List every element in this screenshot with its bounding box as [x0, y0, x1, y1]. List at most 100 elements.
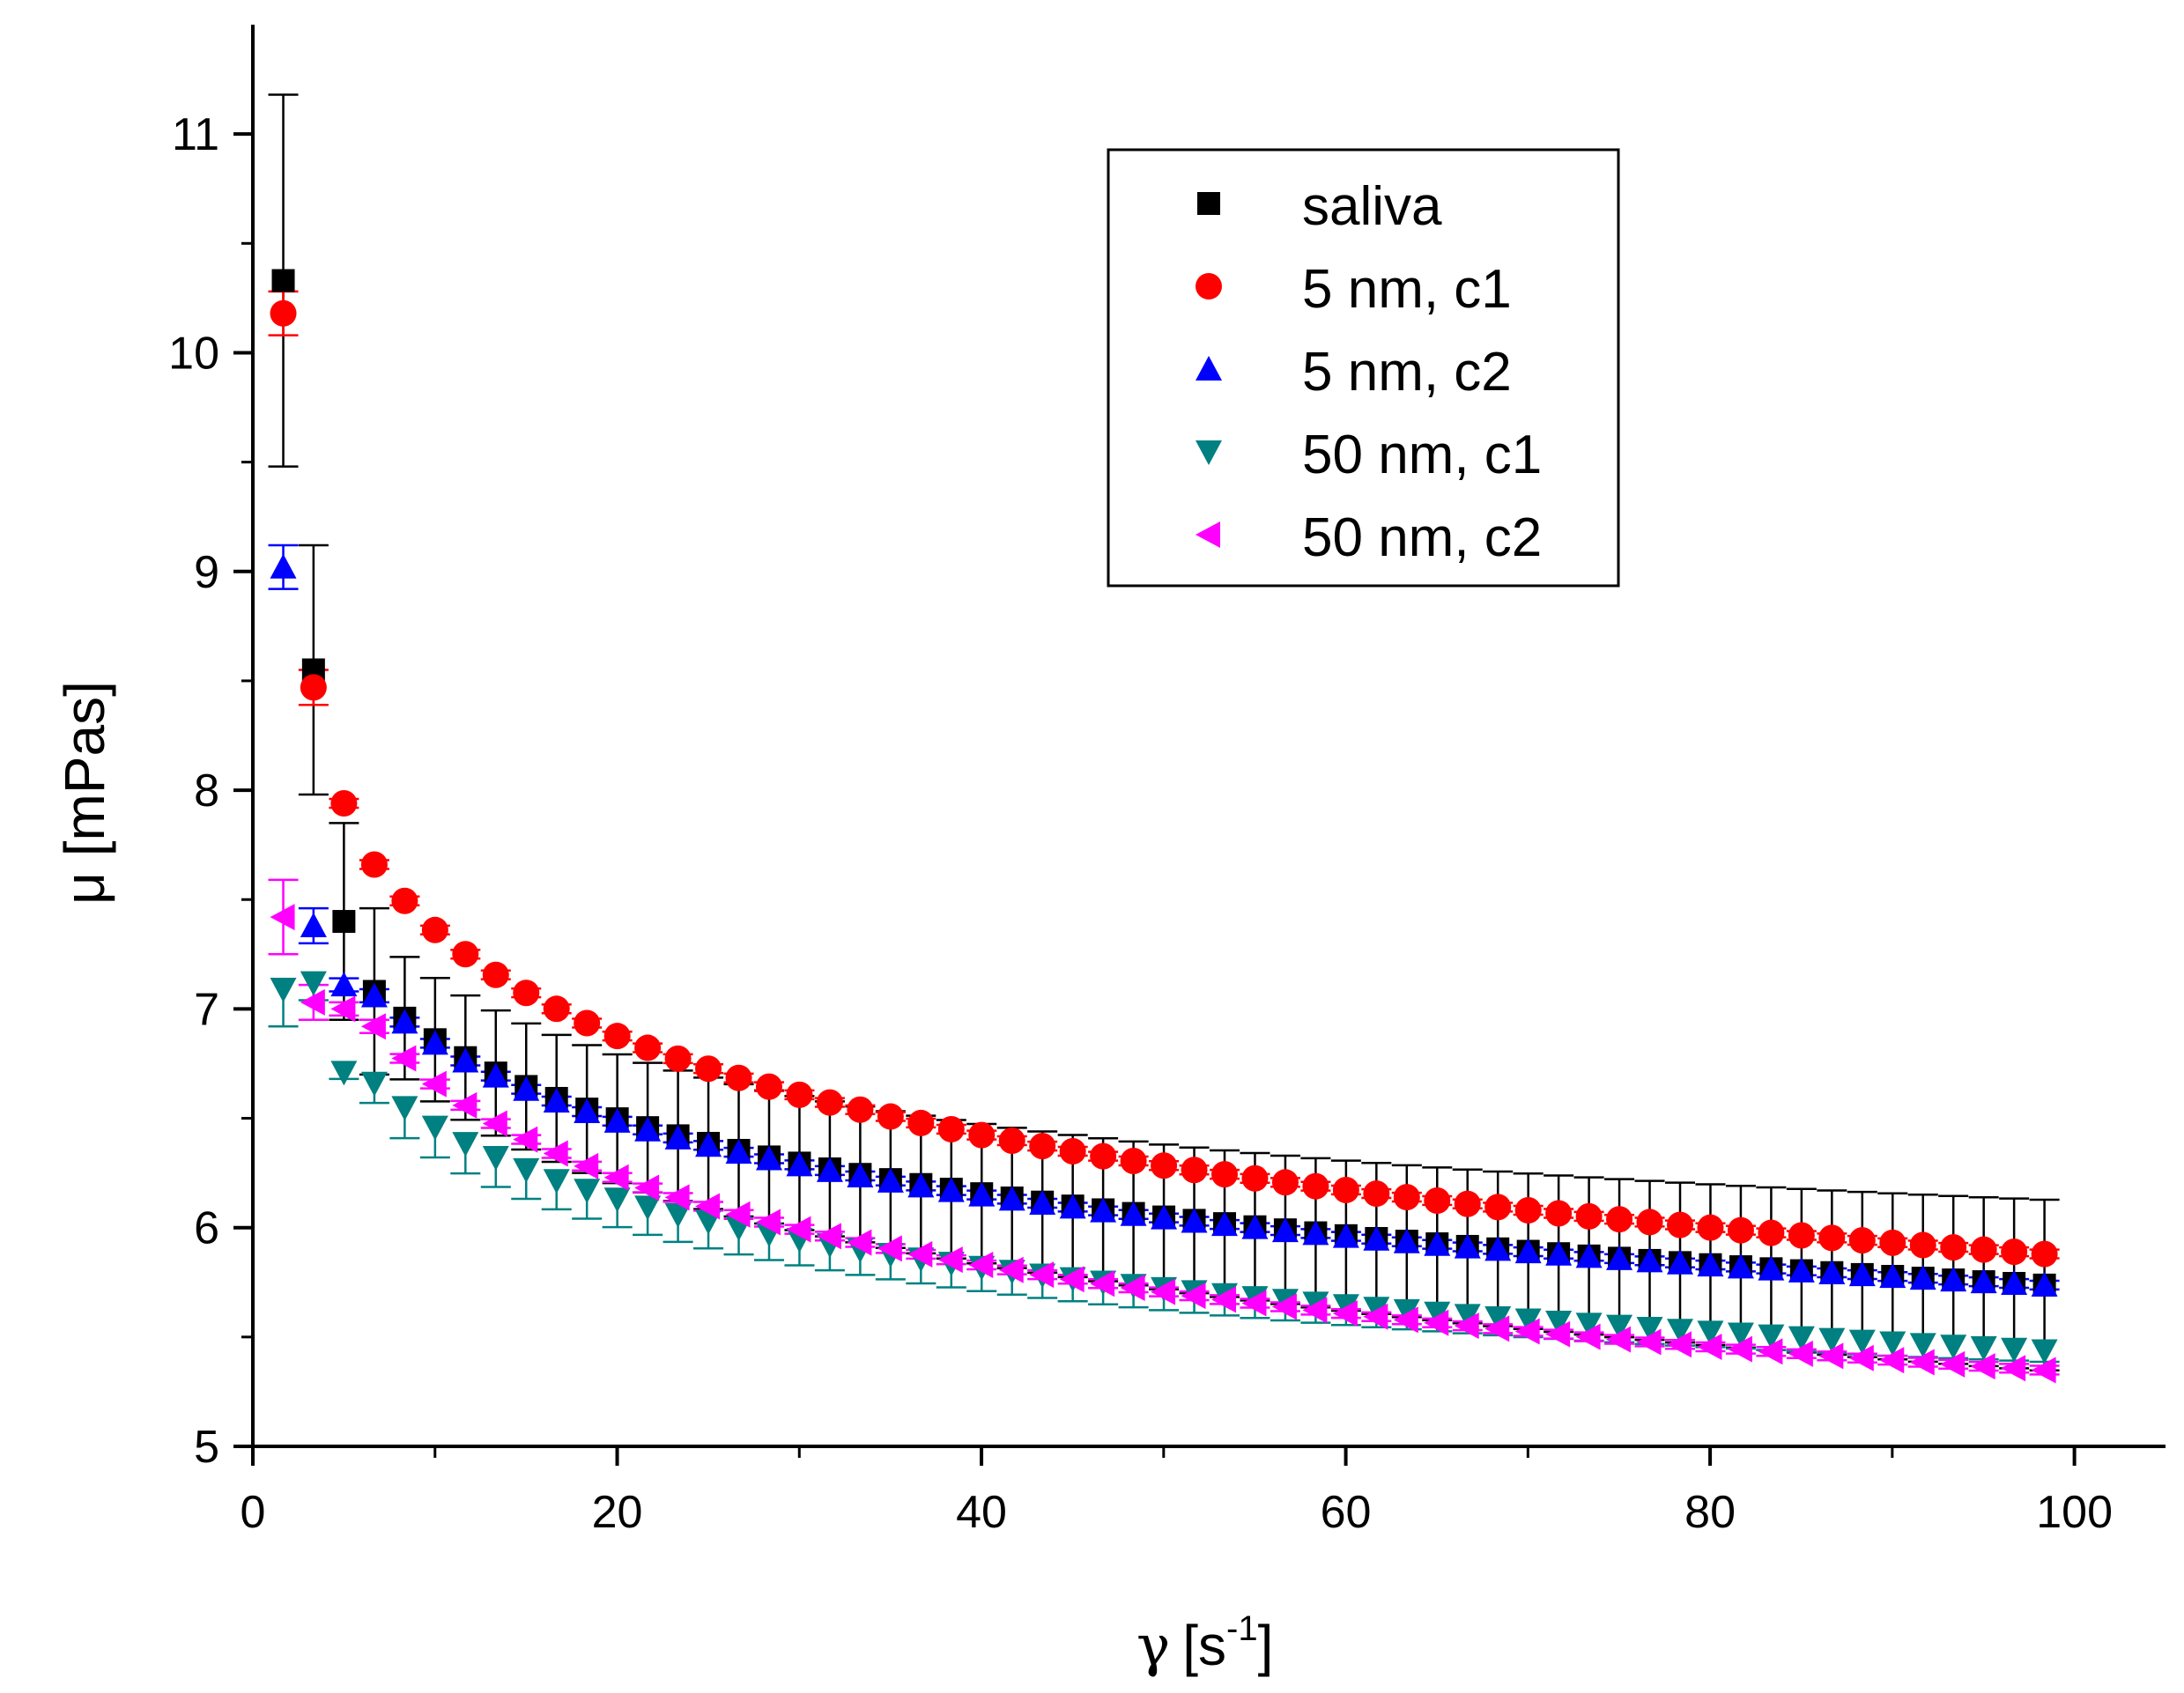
y-tick-label: 8: [194, 765, 219, 817]
data-point: [1667, 1331, 1692, 1358]
data-point: [452, 1047, 479, 1073]
data-point: [1029, 1261, 1055, 1289]
data-point: [513, 980, 540, 1007]
data-point: [1909, 1349, 1935, 1376]
data-point: [603, 1187, 631, 1213]
data-point: [1059, 1137, 1086, 1164]
data-point: [1210, 1161, 1238, 1188]
data-point: [482, 1110, 507, 1137]
data-point: [907, 1240, 933, 1268]
data-point: [786, 1081, 813, 1108]
data-point: [330, 995, 356, 1023]
data-point: [1454, 1190, 1481, 1217]
data-point: [360, 1013, 386, 1040]
data-point: [1271, 1169, 1299, 1196]
data-point: [1545, 1200, 1573, 1227]
legend-label-4: 50 nm, c2: [1302, 507, 1542, 568]
data-point: [1575, 1202, 1603, 1230]
data-point: [1241, 1214, 1269, 1239]
x-tick-label: 0: [241, 1487, 266, 1538]
data-point: [1363, 1303, 1388, 1330]
data-point: [1940, 1234, 1967, 1261]
data-point: [1302, 1297, 1328, 1324]
data-point: [1788, 1222, 1815, 1249]
data-point: [1029, 1190, 1056, 1216]
data-point: [664, 1184, 690, 1211]
data-point: [1090, 1270, 1115, 1297]
x-ticks: 0 20 40 60 80 100: [241, 1446, 2113, 1538]
data-point: [1514, 1238, 1542, 1264]
data-point: [1484, 1315, 1510, 1342]
data-point: [2031, 1271, 2058, 1297]
data-point: [1332, 1223, 1359, 1248]
data-point: [937, 1177, 965, 1202]
data-point: [574, 1152, 599, 1179]
data-point: [1848, 1227, 1876, 1254]
data-point: [1545, 1240, 1573, 1266]
data-point: [1271, 1217, 1299, 1243]
y-tick-label: 9: [194, 547, 219, 598]
data-point: [1879, 1263, 1906, 1289]
data-point: [1667, 1249, 1694, 1275]
data-point: [1454, 1233, 1481, 1259]
data-point: [755, 1145, 782, 1171]
data-point: [695, 1055, 722, 1083]
data-point: [1302, 1172, 1329, 1200]
data-point: [1424, 1187, 1451, 1214]
data-point: [1514, 1196, 1542, 1224]
legend-marker-4: [1196, 521, 1220, 548]
data-point: [2031, 1357, 2056, 1384]
legend-label-2: 5 nm, c2: [1302, 342, 1512, 403]
data-point: [2001, 1270, 2028, 1296]
data-point: [391, 887, 418, 914]
x-tick-label: 60: [1321, 1487, 1372, 1538]
data-point: [1120, 1201, 1147, 1226]
data-point: [847, 1096, 874, 1123]
data-point: [330, 972, 358, 997]
data-point: [1848, 1329, 1876, 1355]
data-point: [816, 1157, 843, 1182]
data-point: [1940, 1267, 1967, 1292]
data-point: [877, 1235, 902, 1262]
data-point: [603, 1023, 631, 1050]
x-tick-label: 80: [1684, 1487, 1736, 1538]
data-point: [1970, 1236, 1997, 1263]
data-point: [1151, 1278, 1176, 1305]
x-axis-title-open: [s: [1182, 1614, 1226, 1677]
data-point: [695, 1193, 721, 1220]
series-marks: [270, 269, 2058, 1384]
data-point: [360, 851, 388, 878]
data-point: [1393, 1299, 1420, 1325]
x-axis-title: γ [s-1]: [1136, 1609, 1273, 1679]
data-point: [1697, 1320, 1724, 1346]
data-point: [1424, 1231, 1451, 1256]
data-point: [1210, 1286, 1236, 1313]
data-point: [574, 1098, 601, 1123]
data-point: [603, 1107, 631, 1133]
data-point: [1727, 1322, 1754, 1348]
y-tick-label: 10: [168, 328, 219, 379]
data-point: [664, 1202, 692, 1228]
data-point: [1514, 1318, 1540, 1345]
data-point: [634, 1174, 660, 1201]
data-point: [360, 1071, 388, 1097]
data-point: [937, 1246, 963, 1274]
data-point: [300, 913, 327, 938]
data-point: [1636, 1316, 1663, 1342]
data-point: [543, 1169, 570, 1194]
data-point: [664, 1124, 692, 1150]
data-point: [1545, 1310, 1573, 1335]
data-point: [452, 1091, 478, 1119]
data-point: [1029, 1133, 1056, 1160]
data-point: [543, 1088, 570, 1113]
data-point: [1727, 1335, 1752, 1363]
data-point: [1151, 1152, 1178, 1179]
data-point: [391, 1045, 417, 1072]
data-point: [300, 988, 325, 1016]
data-point: [1545, 1320, 1571, 1348]
legend-label-1: 5 nm, c1: [1302, 259, 1512, 320]
data-point: [1758, 1324, 1785, 1349]
data-point: [907, 1172, 935, 1198]
data-point: [1393, 1228, 1420, 1253]
